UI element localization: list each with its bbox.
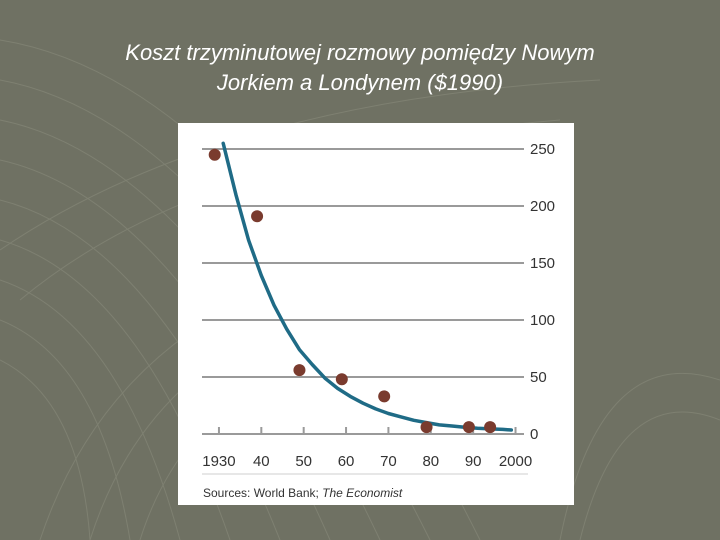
slide-title-line-1: Koszt trzyminutowej rozmowy pomiędzy Now…	[125, 40, 595, 65]
y-tick-label-0: 0	[530, 426, 538, 443]
source-label: Sources: World Bank;	[203, 486, 322, 500]
x-tick-label-1940: 40	[253, 453, 270, 470]
data-point-1994	[484, 421, 497, 434]
y-tick-label-150: 150	[530, 255, 555, 272]
x-tick-label-1960: 60	[338, 453, 355, 470]
x-tick-label-1990: 90	[465, 453, 482, 470]
slide-title: Koszt trzyminutowej rozmowy pomiędzy Now…	[40, 38, 680, 98]
data-point-1979	[420, 421, 433, 434]
data-point-1949	[293, 364, 306, 377]
data-point-1959	[335, 373, 348, 386]
chart-panel: 0 50 100 150 200 250 1930 40 50 60 70 80 90 2000 Sourc…	[178, 123, 574, 505]
y-tick-label-250: 250	[530, 141, 555, 158]
data-point-1929	[208, 148, 221, 161]
x-tick-label-1970: 70	[380, 453, 397, 470]
x-tick-label-2000: 2000	[499, 453, 532, 470]
x-tick-label-1950: 50	[295, 453, 312, 470]
y-tick-label-50: 50	[530, 369, 547, 386]
trend-curve	[221, 141, 514, 432]
data-point-1969	[378, 390, 391, 403]
y-tick-label-100: 100	[530, 312, 555, 329]
x-tick-label-1980: 80	[422, 453, 439, 470]
source-note: Sources: World Bank; The Economist	[203, 486, 403, 500]
x-tick-label-1930: 1930	[202, 453, 235, 470]
y-tick-label-200: 200	[530, 198, 555, 215]
data-point-1939	[251, 210, 264, 223]
chart: 0 50 100 150 200 250 1930 40 50 60 70 80 90 2000 Sourc…	[202, 141, 555, 500]
source-publication: The Economist	[322, 486, 403, 500]
data-point-1989	[462, 421, 475, 434]
slide-title-line-2: Jorkiem a Londynem ($1990)	[216, 70, 504, 95]
